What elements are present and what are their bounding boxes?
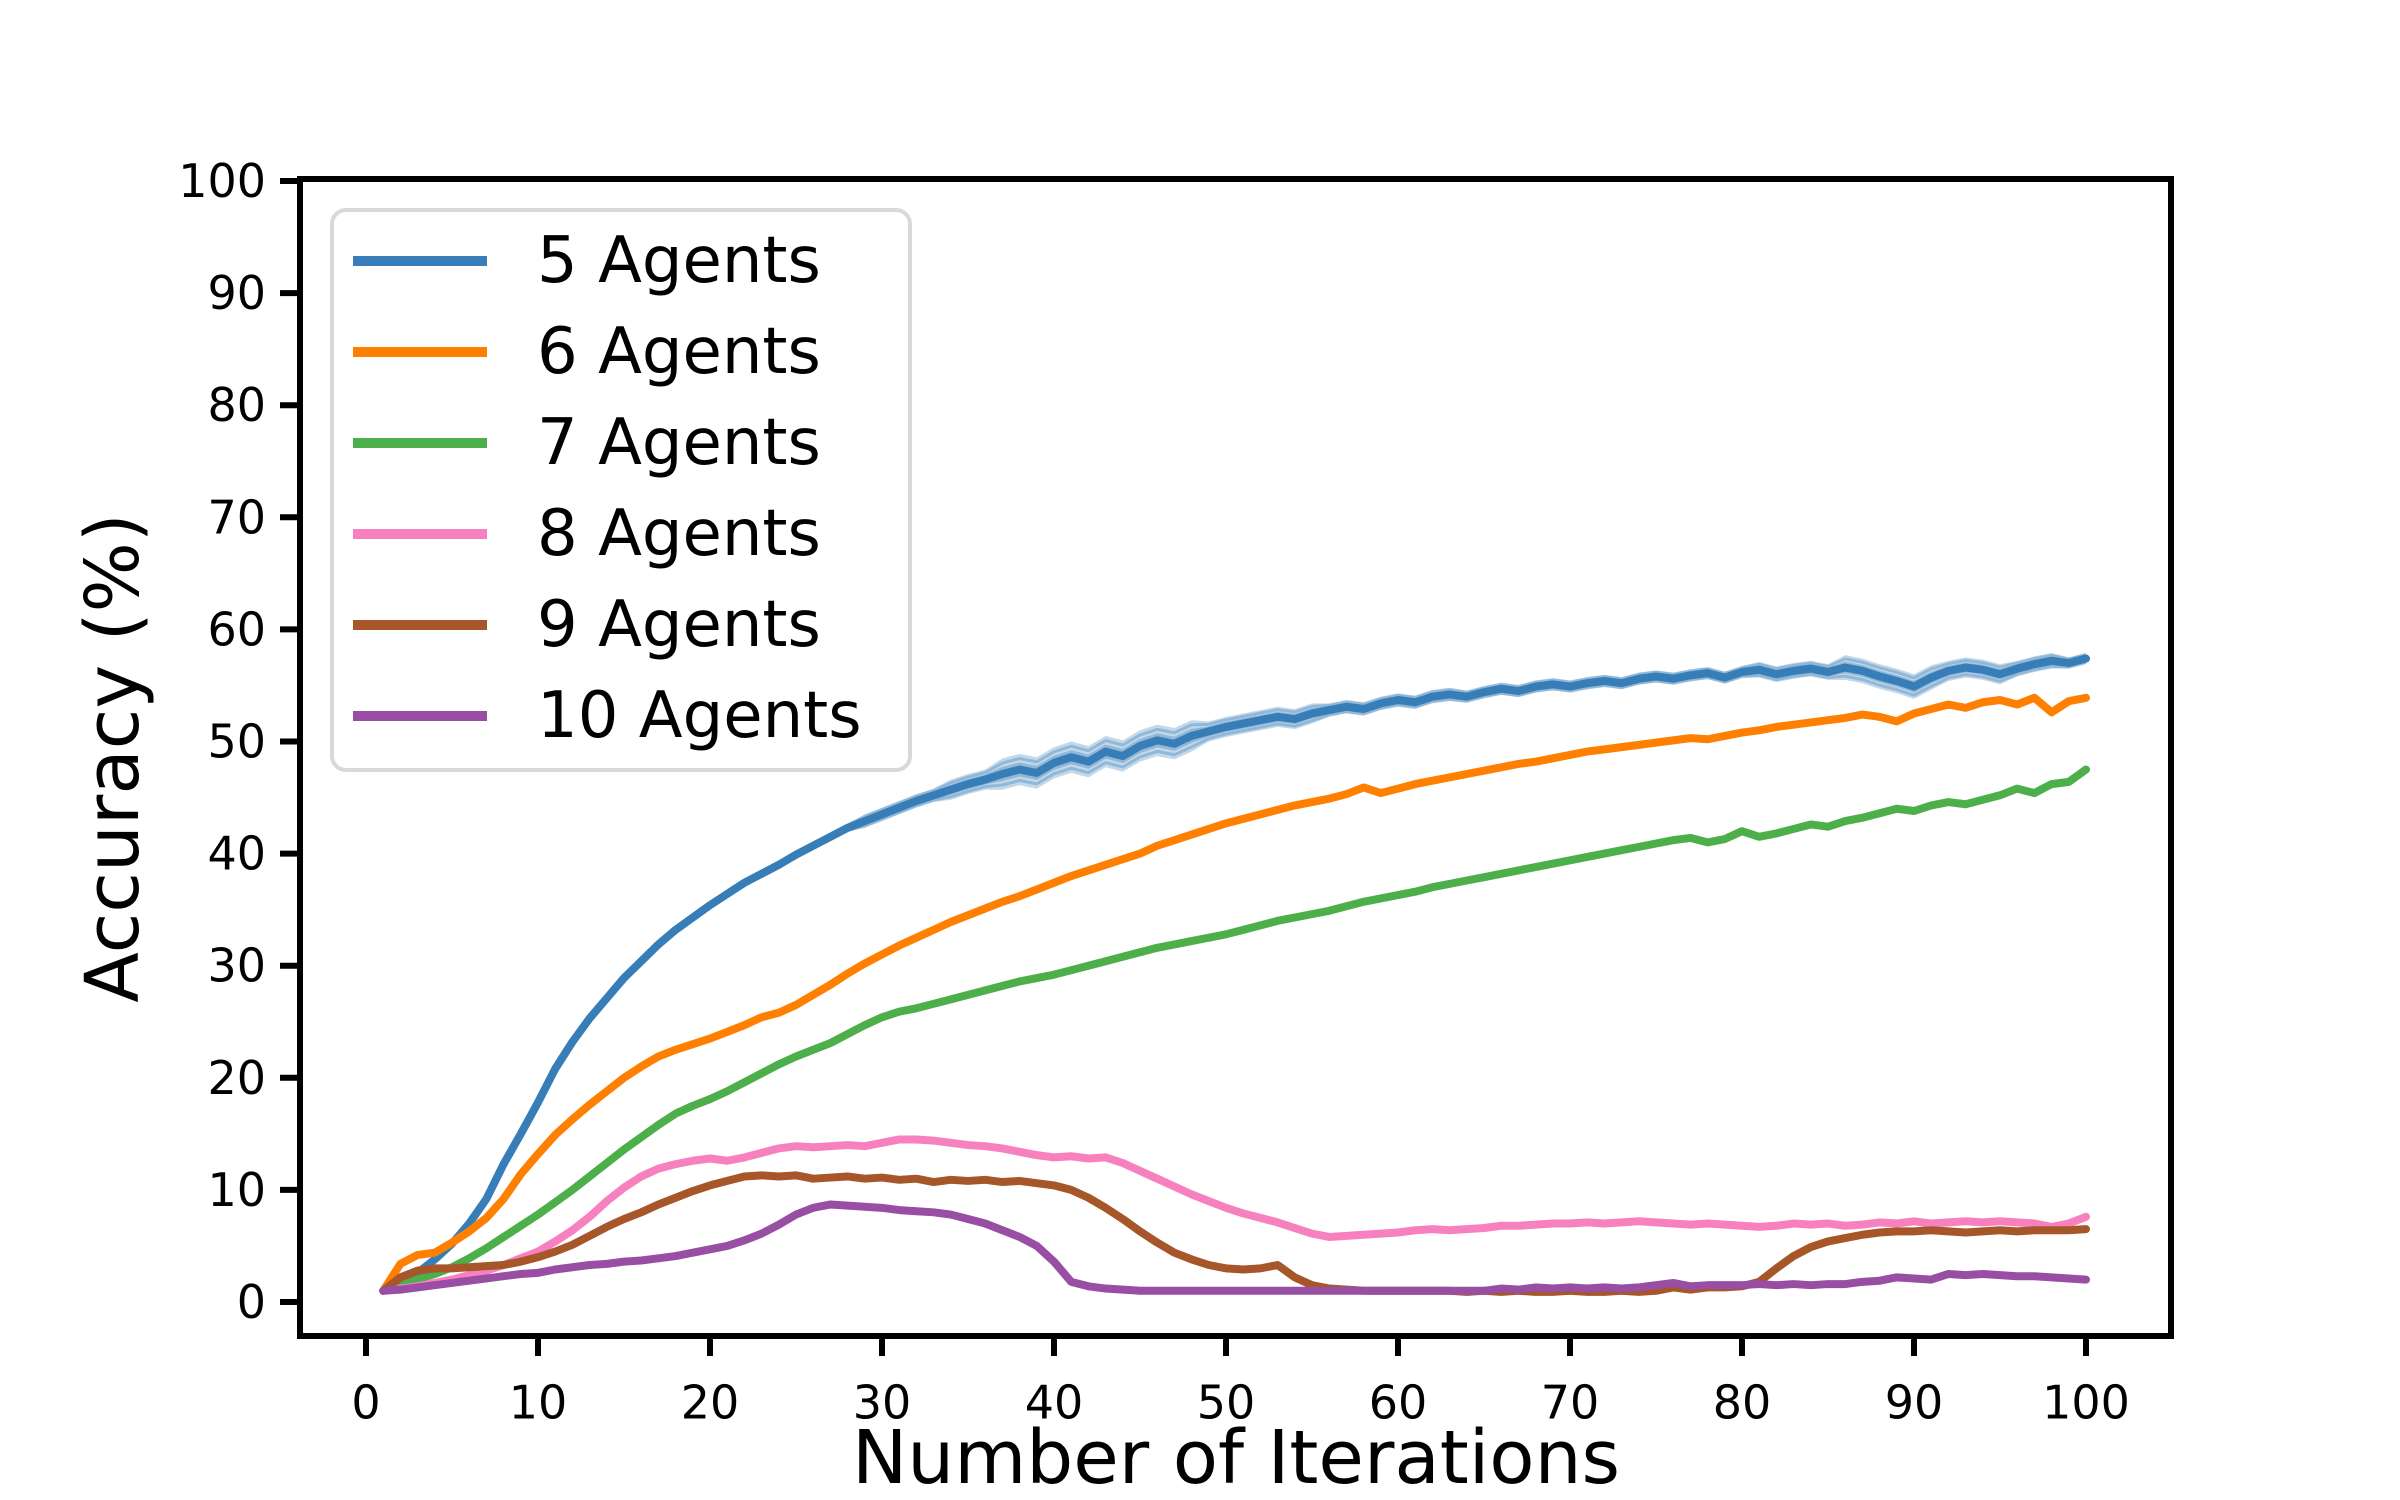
legend-entry: 9 Agents [353, 588, 821, 662]
x-tick-label-40: 40 [1025, 1375, 1084, 1429]
y-tick-label-40: 40 [207, 827, 266, 881]
legend-label-5-agents: 5 Agents [537, 224, 821, 298]
legend-label-8-agents: 8 Agents [537, 497, 821, 571]
plot-area: 0 10 20 30 40 50 60 70 80 90 100 0 10 20 30 40 50 60 70 80 9… [178, 154, 2174, 1429]
x-tick-label-70: 70 [1541, 1375, 1600, 1429]
legend-label-9-agents: 9 Agents [537, 588, 821, 662]
legend-label-10-agents: 10 Agents [537, 679, 862, 753]
y-tick-label-70: 70 [207, 490, 266, 544]
y-tick-label-80: 80 [207, 378, 266, 432]
y-tick-label-90: 90 [207, 266, 266, 320]
x-tick-label-20: 20 [681, 1375, 740, 1429]
legend-entry: 6 Agents [353, 315, 821, 389]
y-axis-label: Accuracy (%) [70, 513, 156, 1002]
series-line-6-agents [379, 693, 2090, 1295]
x-tick-label-60: 60 [1369, 1375, 1428, 1429]
legend: 5 Agents 6 Agents 7 Agents 8 Agents 9 Ag… [330, 208, 912, 772]
x-tick-label-50: 50 [1197, 1375, 1256, 1429]
axes-spines [297, 176, 2174, 1339]
x-tick-label-30: 30 [853, 1375, 912, 1429]
series-line-5-agents [379, 654, 2090, 1295]
legend-entry: 10 Agents [353, 679, 862, 753]
x-tick-label-90: 90 [1885, 1375, 1944, 1429]
legend-entry: 8 Agents [353, 497, 821, 571]
y-tick-label-20: 20 [207, 1051, 266, 1105]
x-axis-label: Number of Iterations [852, 1415, 1620, 1500]
series-line-10-agents [379, 1200, 2090, 1295]
legend-entry: 5 Agents [353, 224, 821, 298]
legend-label-6-agents: 6 Agents [537, 315, 821, 389]
legend-label-7-agents: 7 Agents [537, 406, 821, 480]
legend-entry: 7 Agents [353, 406, 821, 480]
series-line-8-agents [379, 1135, 2090, 1295]
y-tick-label-30: 30 [207, 939, 266, 993]
y-tick-label-60: 60 [207, 602, 266, 656]
series-line-7-agents [379, 765, 2090, 1295]
x-tick-label-0: 0 [351, 1375, 380, 1429]
y-tick-label-50: 50 [207, 715, 266, 769]
y-tick-label-0: 0 [237, 1275, 266, 1329]
y-tick-label-100: 100 [178, 154, 266, 208]
x-tick-label-80: 80 [1713, 1375, 1772, 1429]
x-tick-label-10: 10 [509, 1375, 568, 1429]
y-tick-label-10: 10 [207, 1163, 266, 1217]
series-line-9-agents [379, 1171, 2090, 1296]
x-tick-label-100: 100 [2042, 1375, 2130, 1429]
